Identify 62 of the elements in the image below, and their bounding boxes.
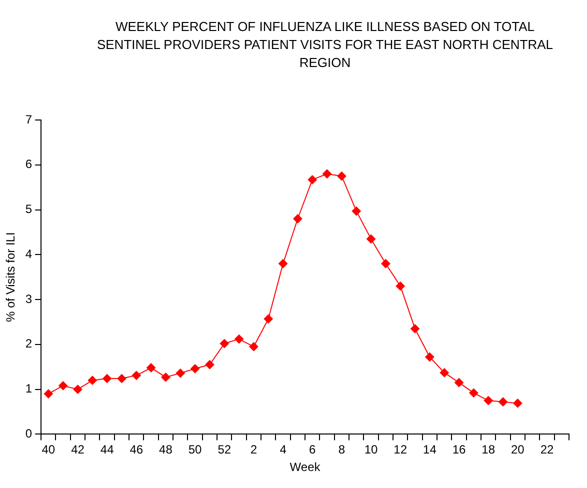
x-tick-label: 22 <box>540 442 554 457</box>
point <box>117 374 126 384</box>
point <box>44 389 53 398</box>
point <box>396 282 405 291</box>
point <box>513 398 522 408</box>
x-tick-label: 52 <box>218 442 232 457</box>
point <box>190 364 200 374</box>
x-tick-label: 6 <box>309 442 316 457</box>
point <box>484 396 493 406</box>
point <box>366 234 376 244</box>
point <box>322 169 332 178</box>
point <box>102 374 112 384</box>
x-tick-label: 40 <box>42 442 56 457</box>
point <box>308 175 317 184</box>
y-tick-label: 7 <box>25 112 32 126</box>
point <box>220 339 229 348</box>
y-tick-label: 0 <box>25 426 32 441</box>
point <box>58 381 68 390</box>
x-tick-label: 12 <box>394 442 408 457</box>
x-tick-label: 48 <box>159 442 173 457</box>
x-tick-label: 42 <box>71 442 85 457</box>
point <box>176 368 185 378</box>
x-tick-label: 14 <box>423 442 437 457</box>
point <box>352 206 361 216</box>
y-tick-label: 1 <box>25 382 32 396</box>
point <box>264 314 273 324</box>
point <box>381 259 390 268</box>
x-axis-title: Week <box>290 460 322 474</box>
point <box>278 259 288 268</box>
x-tick-label: 46 <box>130 442 144 457</box>
point <box>132 370 141 380</box>
point <box>249 342 258 352</box>
point <box>337 172 346 181</box>
point <box>293 214 302 224</box>
y-axis-title: % of Visits for ILI <box>4 232 18 322</box>
y-tick-label: 6 <box>25 157 32 172</box>
x-tick-label: 10 <box>364 442 378 457</box>
y-tick-label: 5 <box>25 202 32 216</box>
y-tick-label: 3 <box>25 292 32 306</box>
point <box>205 360 214 370</box>
x-tick-label: 16 <box>452 442 466 457</box>
point <box>454 378 464 388</box>
x-tick-label: 2 <box>250 442 258 457</box>
point <box>425 352 434 362</box>
y-tick-label: 2 <box>25 336 32 351</box>
point <box>161 372 170 382</box>
point <box>469 388 478 398</box>
point <box>440 368 449 378</box>
x-tick-label: 8 <box>338 442 346 457</box>
point <box>410 324 420 334</box>
x-tick-label: 4 <box>280 442 287 457</box>
point <box>146 363 156 372</box>
y-tick-label: 4 <box>25 246 32 261</box>
x-tick-label: 20 <box>510 442 525 457</box>
point <box>234 334 244 344</box>
chart-title: WEEKLY PERCENT OF INFLUENZA LIKE ILLNESS BASED ON TOTAL SENTINEL PROVIDERS PATIENT VISITS FOR THE EAST NORTH CENTRAL REGION <box>96 18 554 72</box>
point <box>498 397 508 406</box>
x-tick-label: 18 <box>482 442 496 457</box>
x-tick-label: 50 <box>188 442 202 457</box>
point <box>88 376 97 385</box>
point <box>73 384 82 394</box>
x-tick-label: 44 <box>100 442 114 457</box>
